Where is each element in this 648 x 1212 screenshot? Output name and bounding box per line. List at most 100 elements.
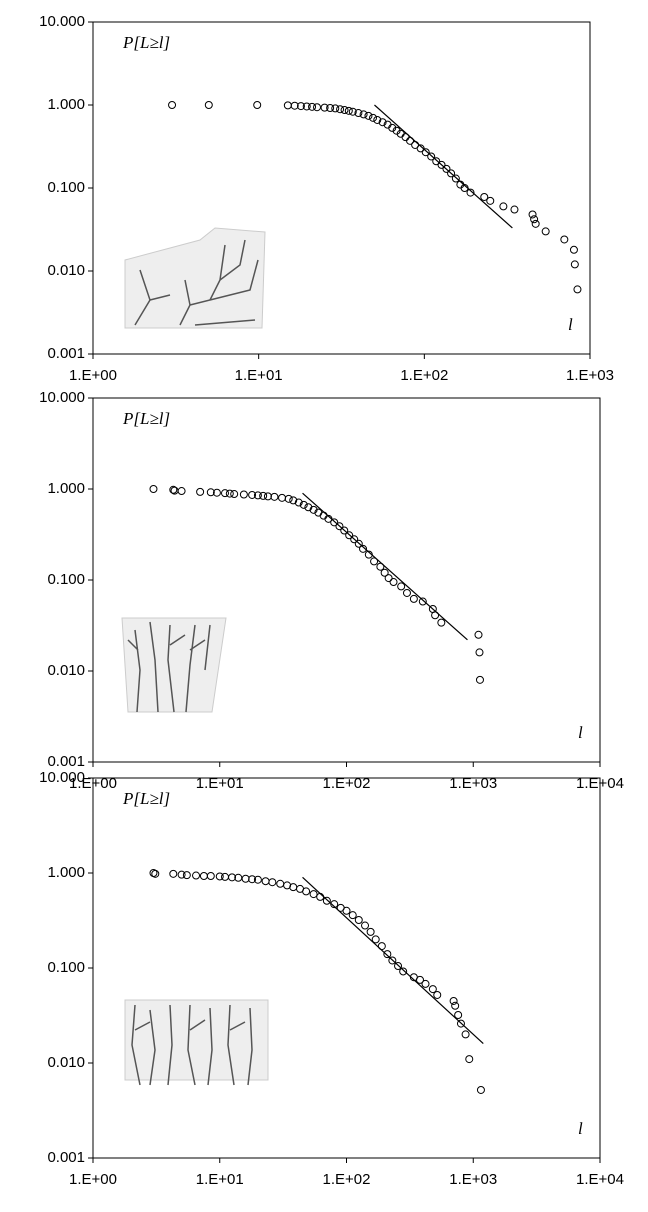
point [376, 562, 385, 571]
point [309, 505, 318, 514]
point [345, 531, 354, 540]
y-axis-label: P[L≥l] [122, 409, 170, 428]
point [371, 935, 380, 944]
y-tick-label: 10.000 [39, 769, 85, 786]
point [313, 103, 322, 112]
point [302, 102, 311, 111]
y-axis-label: P[L≥l] [122, 33, 170, 52]
point [278, 493, 287, 502]
point [263, 492, 272, 501]
point [335, 522, 344, 531]
point [326, 104, 335, 113]
point [437, 618, 446, 627]
point [284, 494, 293, 503]
point [316, 892, 325, 901]
point [454, 1011, 463, 1020]
point [474, 630, 483, 639]
point [399, 967, 408, 976]
point [350, 535, 359, 544]
point [342, 906, 351, 915]
x-tick-label: 1.E+01 [235, 367, 283, 384]
point [569, 245, 578, 254]
point [182, 871, 191, 880]
point [177, 870, 186, 879]
point [283, 101, 292, 110]
inset-network-2 [121, 617, 227, 713]
point [212, 488, 221, 497]
point [359, 544, 368, 553]
point [428, 985, 437, 994]
point [294, 498, 303, 507]
point [169, 485, 178, 494]
point [380, 568, 389, 577]
point [196, 487, 205, 496]
point [192, 871, 201, 880]
point [348, 911, 357, 920]
point [573, 285, 582, 294]
point [373, 115, 382, 124]
point [510, 205, 519, 214]
point [336, 105, 345, 114]
point [418, 597, 427, 606]
point [354, 539, 363, 548]
fit-line [302, 492, 468, 641]
point [204, 101, 213, 109]
point [456, 1019, 465, 1028]
point [388, 123, 397, 132]
x-tick-label: 1.E+01 [196, 1171, 244, 1188]
point [370, 557, 379, 566]
point [168, 101, 177, 109]
plot-frame [92, 777, 601, 1159]
point [309, 890, 318, 899]
y-axis-label: P[L≥l] [122, 789, 170, 808]
x-tick-label: 1.E+00 [69, 367, 117, 384]
point [541, 227, 550, 236]
point [331, 104, 340, 113]
y-tick-label: 0.001 [47, 345, 85, 362]
point [451, 1001, 460, 1010]
point [283, 881, 292, 890]
point [302, 887, 311, 896]
y-tick-label: 10.000 [39, 389, 85, 406]
point [261, 877, 270, 886]
y-tick-label: 0.100 [47, 179, 85, 196]
point [290, 101, 299, 110]
y-tick-label: 0.001 [47, 1149, 85, 1166]
y-tick-label: 0.010 [47, 662, 85, 679]
point [389, 578, 398, 587]
x-tick-label: 1.E+03 [449, 1171, 497, 1188]
y-tick-label: 0.010 [47, 1054, 85, 1071]
point [304, 503, 313, 512]
point [215, 872, 224, 881]
point [149, 485, 158, 493]
point [359, 110, 368, 119]
x-tick-label: 1.E+03 [449, 775, 497, 792]
point [299, 500, 308, 509]
point [451, 174, 460, 183]
point [531, 219, 540, 228]
point [276, 879, 285, 888]
point [206, 871, 215, 880]
point [364, 111, 373, 120]
point [528, 210, 537, 219]
point [206, 488, 215, 497]
point [230, 490, 239, 499]
inset-network-1 [124, 227, 266, 329]
point [421, 148, 430, 157]
point [475, 675, 484, 684]
point [330, 900, 339, 909]
point [228, 873, 237, 882]
point [248, 875, 257, 884]
point [239, 490, 248, 499]
point [475, 648, 484, 657]
point [270, 492, 279, 501]
point [369, 113, 378, 122]
y-tick-label: 0.010 [47, 262, 85, 279]
x-axis-label: l [578, 723, 583, 742]
point [220, 872, 229, 881]
x-tick-label: 1.E+04 [576, 1171, 624, 1188]
point [394, 961, 403, 970]
point [476, 1085, 485, 1094]
point [480, 192, 489, 201]
point [151, 869, 160, 878]
